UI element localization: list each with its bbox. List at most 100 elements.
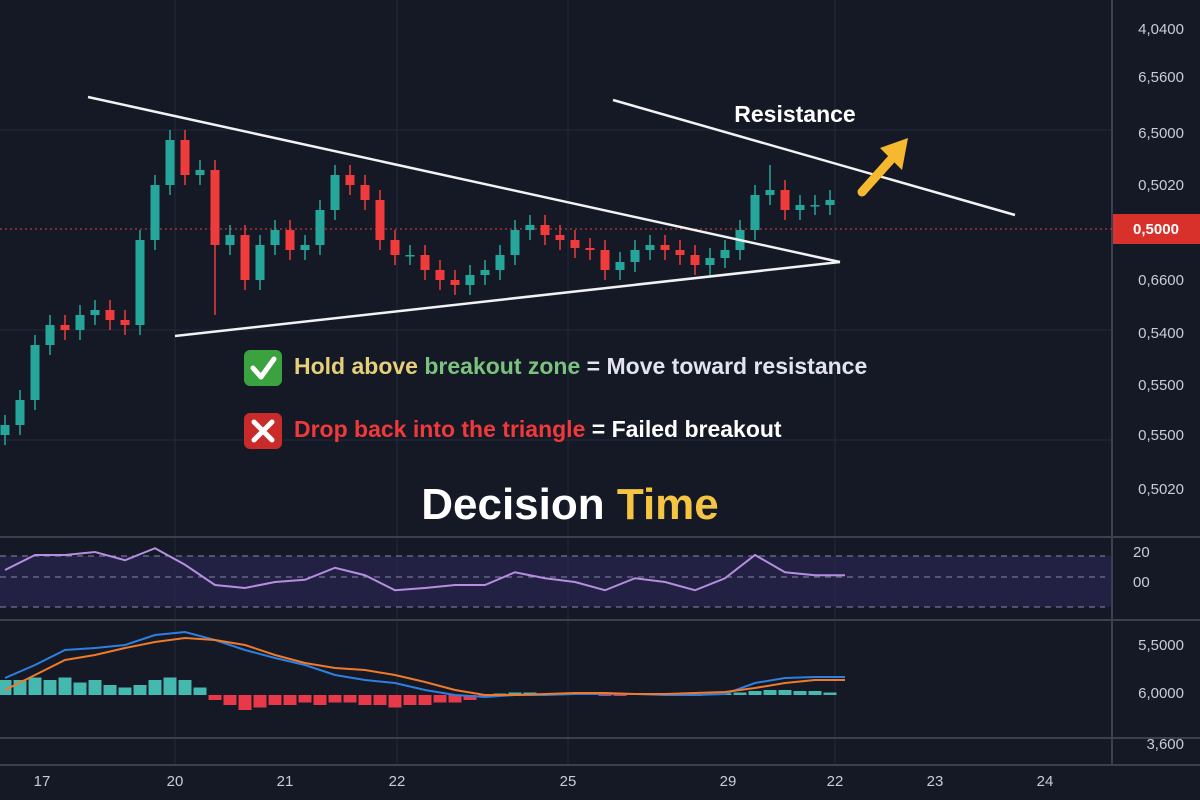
rsi-band [0,556,1112,607]
candle-body [330,175,340,210]
time-axis-label: 20 [167,773,184,790]
macd-histogram-bar [463,695,477,700]
macd-histogram-bar [748,691,762,695]
candle-body [300,245,310,250]
time-axis-label: 24 [1037,773,1054,790]
breakout-arrow [857,138,908,197]
macd-histogram-bar [253,695,267,708]
time-axis-label: 25 [560,773,577,790]
macd-histogram-bar [418,695,432,705]
candle-body [195,170,205,175]
macd-histogram-bar [148,680,162,695]
candle-body [720,250,730,258]
candle-body [0,425,10,435]
current-price-box [1113,214,1200,244]
panel-separators [0,0,1200,766]
macd-histogram-bar [223,695,237,705]
candle-body [345,175,355,185]
resistance-label: Resistance [734,101,855,127]
candle-body [795,205,805,210]
candle-body [675,250,685,255]
macd-histogram-bar [823,692,837,695]
macd-histogram-bar [208,695,222,700]
candle-body [615,262,625,270]
candle-body [15,400,25,425]
macd-histogram-bar [733,692,747,695]
failed-text: = Failed breakout [592,416,782,442]
candle-body [75,315,85,330]
candle-body [630,250,640,262]
macd-histogram-bar [163,677,177,695]
macd-histogram-bar [28,677,42,695]
macd-histogram-bar [763,690,777,695]
rsi-levels [0,555,1105,608]
time-axis-label: 29 [720,773,737,790]
candle-body [315,210,325,245]
price-axis-label: 0,5020 [1138,177,1184,194]
macd-histogram-bar [193,687,207,695]
candle-body [270,230,280,245]
macd-histogram-bar [403,695,417,705]
rsi-axis-label: 00 [1133,574,1150,591]
candle-body [60,325,70,330]
current-price-label: 0,5000 [1133,221,1179,238]
candle-body [480,270,490,275]
candle-body [555,235,565,240]
rsi-line [4,547,845,592]
price-axis-label: 4,0400 [1138,21,1184,38]
candle-body [570,240,580,248]
candle-body [585,248,595,250]
candle-body [360,185,370,200]
candle-body [150,185,160,240]
candle-body [810,205,820,207]
candle-body [690,255,700,265]
macd-histogram-bar [133,685,147,695]
candle-body [375,200,385,240]
price-axis-label: 0,5400 [1138,325,1184,342]
candle-body [255,245,265,280]
candle-body [525,225,535,230]
drop-text: Drop back into the triangle [294,416,585,442]
macd-axis-label: 6,0000 [1138,685,1184,702]
candle-body [405,255,415,257]
macd-line [4,630,845,699]
hold-scenario: Hold above breakout zone = Move toward r… [294,353,867,379]
time-axis-label: 22 [389,773,406,790]
candle-body [390,240,400,255]
candle-body [435,270,445,280]
candle-body [90,310,100,315]
candle-body [645,245,655,250]
candle-body [750,195,760,230]
macd-histogram-bar [238,695,252,710]
candle-body [510,230,520,255]
candle-body [465,275,475,285]
drop-scenario: Drop back into the triangle = Failed bre… [294,416,782,442]
candle-body [240,235,250,280]
time-axis-label: 21 [277,773,294,790]
headline: Decision Time [421,480,719,529]
candle-body [600,250,610,270]
macd-histogram-bar [598,695,612,696]
time-axis-label: 17 [34,773,51,790]
check-icon [244,350,282,386]
macd-histogram-bar [268,695,282,705]
time-axis-label: 23 [927,773,944,790]
macd-histogram-bar [298,695,312,703]
macd-histogram-bar [448,695,462,703]
candle-body [135,240,145,325]
macd-histogram-bar [118,687,132,695]
price-axis-label: 6,5600 [1138,69,1184,86]
candle-body [210,170,220,245]
zone-text: breakout zone [424,353,580,379]
hold-text: Hold above [294,353,418,379]
move-text: = Move toward resistance [587,353,868,379]
macd-histogram-bar [358,695,372,705]
macd-histogram-bar [373,695,387,705]
macd-histogram-bar [328,695,342,703]
macd-histogram-bar [73,682,87,695]
macd-histogram-bar [793,691,807,695]
candle-body [30,345,40,400]
time-axis-label: 22 [827,773,844,790]
